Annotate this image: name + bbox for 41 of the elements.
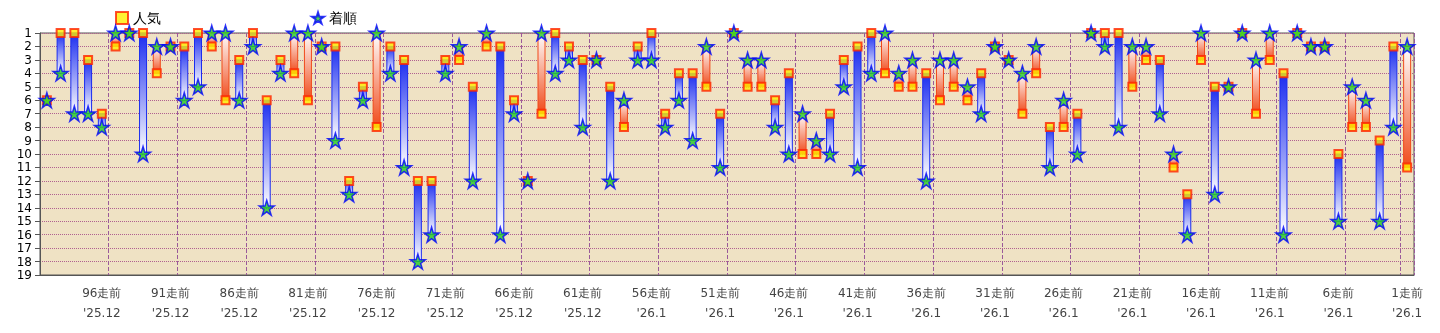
legend-label: 着順	[329, 10, 357, 26]
y-tick-label: 13	[16, 187, 32, 202]
x-tick-label: 86走前 '25.12	[219, 286, 259, 320]
y-tick-label: 11	[16, 160, 32, 175]
x-tick-label: 6走前 '26.1	[1322, 286, 1355, 320]
y-tick-label: 1	[24, 26, 32, 40]
y-tick-label: 14	[16, 200, 32, 215]
y-tick-label: 19	[16, 268, 32, 282]
x-tick-label: 46走前 '26.1	[769, 286, 809, 320]
x-tick-label: 11走前 '26.1	[1250, 286, 1290, 320]
x-tick-label: 21走前 '26.1	[1112, 286, 1152, 320]
y-tick-label: 8	[24, 120, 32, 135]
x-tick-label: 81走前 '25.12	[288, 286, 328, 320]
x-tick-label: 41走前 '26.1	[837, 286, 878, 320]
x-tick-label: 16走前 '26.1	[1181, 286, 1221, 320]
y-tick-label: 9	[24, 133, 32, 148]
x-tick-label: 96走前 '25.12	[82, 286, 122, 320]
y-tick-label: 4	[24, 66, 32, 81]
x-tick-label: 61走前 '25.12	[563, 286, 603, 320]
x-tick-label: 71走前 '25.12	[425, 286, 465, 320]
x-tick-label: 56走前 '26.1	[631, 286, 672, 320]
x-tick-label: 26走前 '26.1	[1043, 286, 1084, 320]
x-tick-label: 1走前 '26.1	[1391, 286, 1423, 320]
x-tick-label: 31走前 '26.1	[975, 286, 1015, 320]
y-tick-label: 2	[24, 39, 32, 54]
x-tick-label: 66走前 '25.12	[494, 286, 534, 320]
y-tick-label: 12	[16, 173, 32, 188]
y-tick-label: 18	[16, 254, 32, 269]
y-tick-label: 3	[24, 52, 32, 67]
y-tick-label: 6	[24, 93, 32, 108]
x-tick-label: 76走前 '25.12	[356, 286, 397, 320]
y-tick-label: 15	[16, 214, 32, 229]
y-tick-label: 7	[24, 106, 32, 121]
legend-label: 人気	[133, 10, 161, 26]
x-tick-label: 51走前 '26.1	[700, 286, 740, 320]
y-tick-label: 17	[16, 241, 32, 256]
y-tick-label: 5	[24, 79, 32, 94]
y-tick-label: 16	[16, 227, 32, 242]
x-tick-label: 91走前 '25.12	[150, 286, 191, 320]
x-tick-label: 36走前 '26.1	[906, 286, 946, 320]
y-tick-label: 10	[16, 147, 32, 161]
